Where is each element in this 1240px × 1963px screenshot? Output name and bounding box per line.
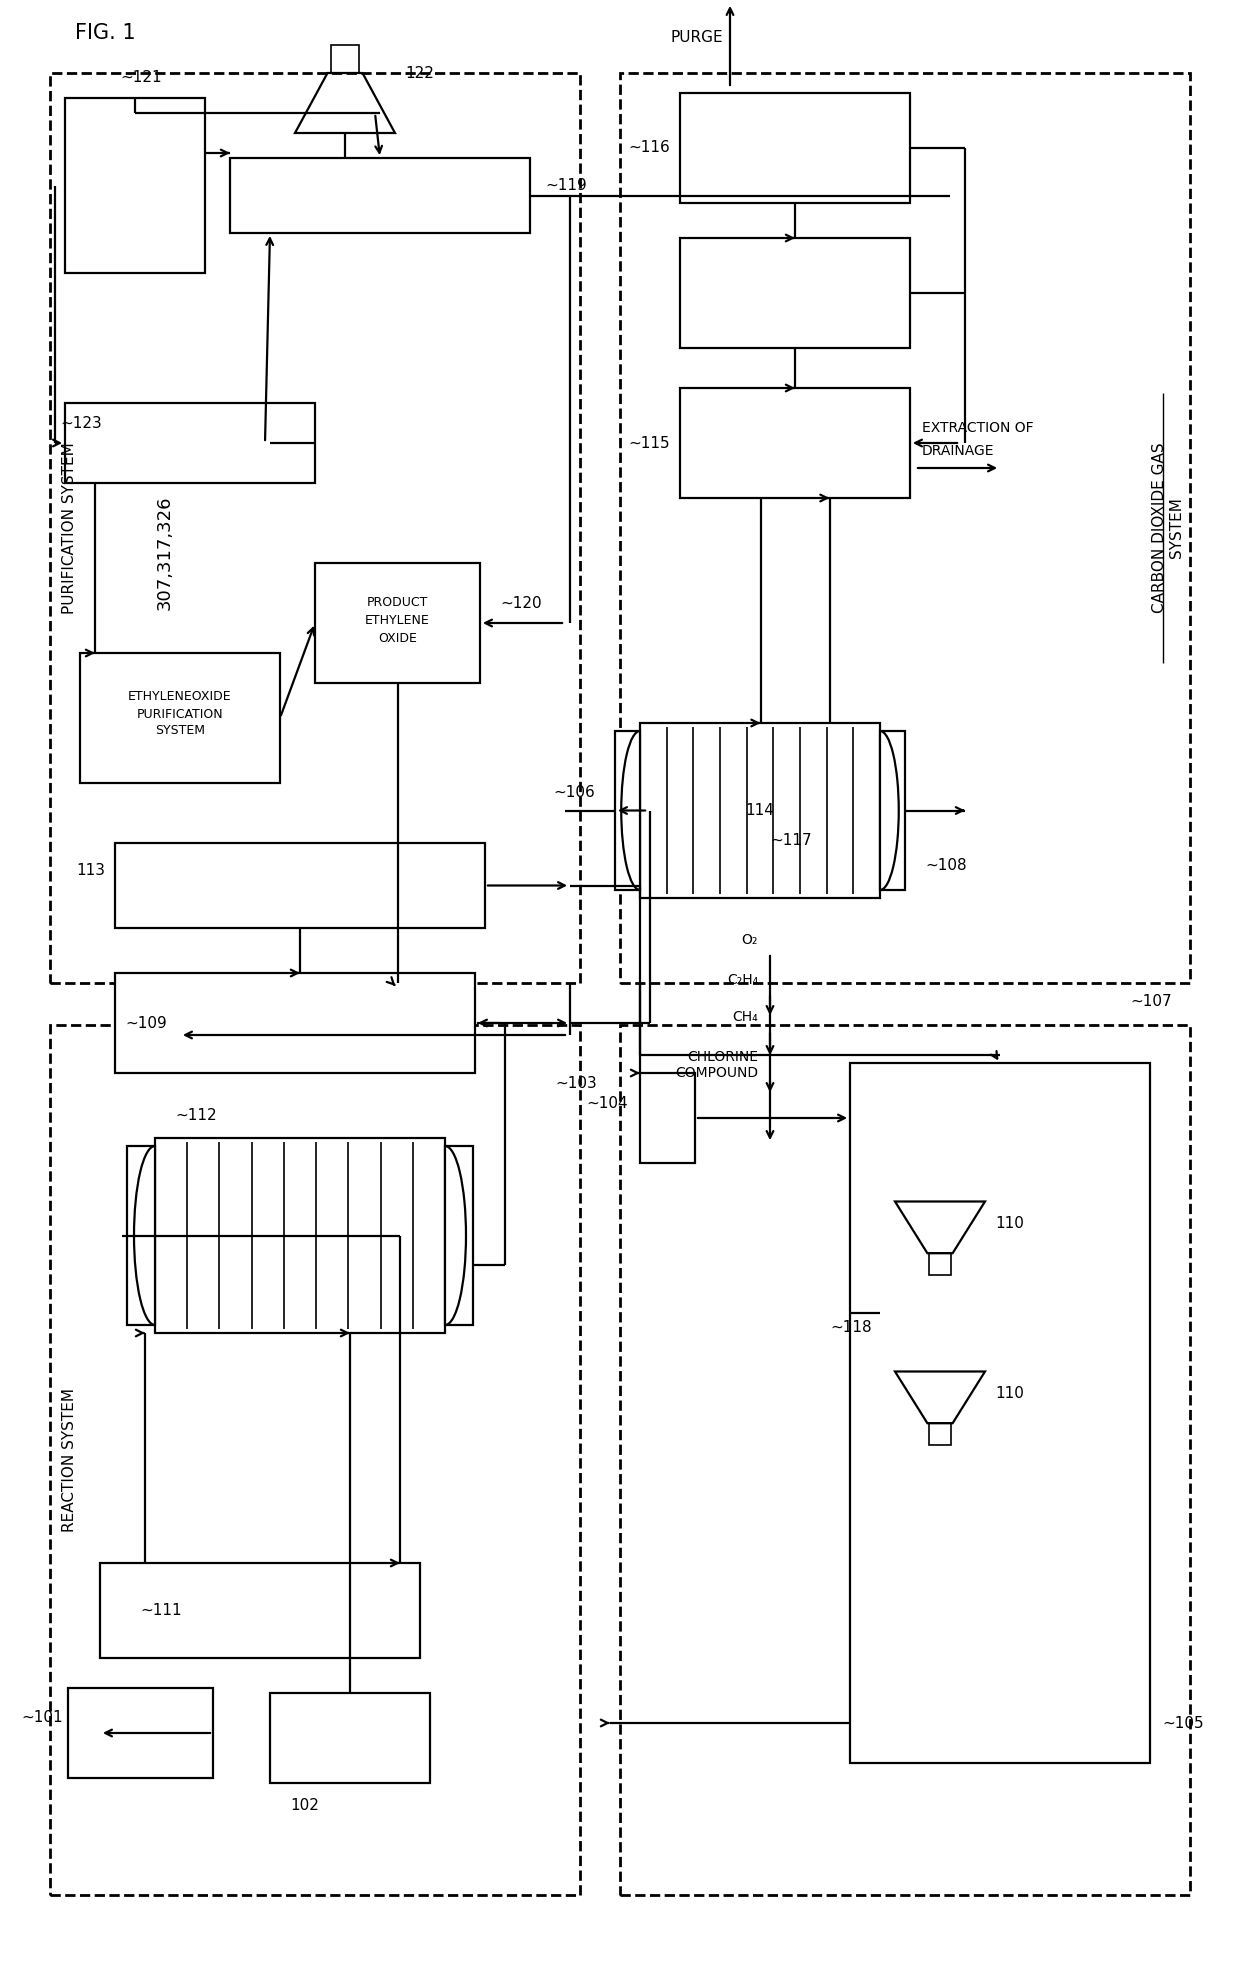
Text: ~109: ~109: [125, 1015, 166, 1031]
Text: 102: 102: [290, 1798, 319, 1812]
Bar: [929, 1252, 951, 1276]
Bar: [64, 98, 205, 273]
Text: ~115: ~115: [629, 436, 670, 450]
Text: PURIFICATION SYSTEM: PURIFICATION SYSTEM: [62, 442, 77, 614]
Text: 114: 114: [745, 803, 775, 819]
Text: REACTION SYSTEM: REACTION SYSTEM: [62, 1388, 77, 1531]
Text: ~118: ~118: [830, 1321, 872, 1335]
Bar: [849, 1064, 1149, 1763]
Bar: [680, 92, 910, 202]
Bar: [680, 238, 910, 347]
Text: PURGE: PURGE: [670, 31, 723, 45]
Text: OXIDE: OXIDE: [378, 632, 417, 644]
Bar: [929, 1423, 951, 1445]
Text: ~108: ~108: [925, 858, 967, 874]
Bar: [615, 730, 640, 889]
Text: 307,317,326: 307,317,326: [156, 497, 174, 610]
Text: ~111: ~111: [140, 1604, 181, 1618]
Bar: [620, 73, 1190, 983]
Text: ~101: ~101: [21, 1710, 63, 1725]
Bar: [50, 73, 580, 983]
Text: ~116: ~116: [629, 141, 670, 155]
Text: CARBON DIOXIDE GAS
SYSTEM: CARBON DIOXIDE GAS SYSTEM: [1152, 444, 1184, 612]
Bar: [155, 1139, 445, 1333]
Text: CH₄: CH₄: [733, 1011, 758, 1025]
Text: PRODUCT: PRODUCT: [367, 597, 428, 609]
Bar: [640, 1074, 694, 1162]
Bar: [115, 974, 475, 1074]
Text: ~123: ~123: [60, 416, 102, 430]
Bar: [315, 563, 480, 683]
Bar: [620, 1025, 1190, 1894]
Bar: [331, 45, 360, 73]
Text: CHLORINE
COMPOUND: CHLORINE COMPOUND: [675, 1050, 758, 1080]
Text: FIG. 1: FIG. 1: [74, 24, 135, 43]
Text: ~105: ~105: [1162, 1716, 1204, 1731]
Text: ~103: ~103: [556, 1076, 596, 1091]
Text: ~104: ~104: [587, 1095, 627, 1111]
Text: 113: 113: [76, 864, 105, 877]
Text: O₂: O₂: [742, 932, 758, 946]
Bar: [81, 654, 280, 783]
Text: ~117: ~117: [770, 832, 812, 848]
Text: ~120: ~120: [500, 595, 542, 610]
Bar: [126, 1146, 155, 1325]
Text: 110: 110: [994, 1386, 1024, 1400]
Text: 122: 122: [405, 65, 434, 80]
Bar: [68, 1688, 213, 1778]
Bar: [880, 730, 905, 889]
Bar: [64, 402, 315, 483]
Text: DRAINAGE: DRAINAGE: [923, 444, 994, 457]
Bar: [50, 1025, 580, 1894]
Text: ETHYLENE: ETHYLENE: [365, 614, 430, 628]
Text: ~112: ~112: [175, 1109, 217, 1123]
Bar: [229, 157, 529, 234]
Bar: [640, 722, 880, 897]
Text: ~106: ~106: [553, 785, 595, 801]
Bar: [445, 1146, 472, 1325]
Text: ~121: ~121: [120, 71, 161, 86]
Text: 110: 110: [994, 1215, 1024, 1231]
Text: ETHYLENEOXIDE: ETHYLENEOXIDE: [128, 689, 232, 703]
Text: PURIFICATION: PURIFICATION: [136, 707, 223, 720]
Bar: [680, 389, 910, 499]
Text: SYSTEM: SYSTEM: [155, 724, 205, 738]
Text: ~107: ~107: [1130, 993, 1172, 1009]
Bar: [115, 842, 485, 928]
Bar: [270, 1692, 430, 1782]
Bar: [100, 1563, 420, 1659]
Text: EXTRACTION OF: EXTRACTION OF: [923, 420, 1034, 436]
Text: ~119: ~119: [546, 179, 587, 192]
Text: C₂H₄: C₂H₄: [727, 974, 758, 987]
